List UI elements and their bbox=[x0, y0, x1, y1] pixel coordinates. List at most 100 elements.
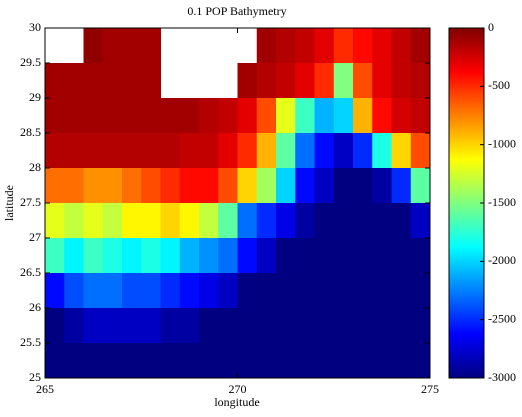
y-tick-label: 26.5 bbox=[20, 265, 41, 279]
heat-cell bbox=[83, 63, 104, 99]
heat-cell bbox=[314, 133, 335, 169]
heat-cell bbox=[353, 63, 373, 99]
colorbar-tick-label: -2000 bbox=[488, 253, 516, 267]
heat-cell bbox=[199, 273, 219, 309]
heat-cell bbox=[410, 343, 431, 379]
heat-cell bbox=[295, 203, 315, 239]
heat-cell bbox=[141, 238, 161, 274]
heat-cell bbox=[83, 203, 104, 239]
heat-cell bbox=[353, 168, 373, 204]
heat-cell bbox=[372, 168, 392, 204]
heat-cell bbox=[160, 343, 181, 379]
heat-cell bbox=[122, 28, 142, 64]
x-tick-label: 265 bbox=[36, 382, 54, 396]
heat-cell bbox=[141, 203, 161, 239]
heat-cell bbox=[64, 168, 84, 204]
heat-cell bbox=[333, 238, 354, 274]
heat-cell bbox=[372, 343, 392, 379]
heat-cell bbox=[160, 273, 181, 309]
y-tick-label: 28 bbox=[29, 160, 41, 174]
heat-cell bbox=[410, 63, 431, 99]
heat-cell bbox=[256, 63, 277, 99]
heat-cell bbox=[199, 133, 219, 169]
heat-cell bbox=[314, 28, 335, 64]
heat-cell bbox=[333, 343, 354, 379]
heat-cell bbox=[391, 63, 412, 99]
y-tick-label: 27.5 bbox=[20, 195, 41, 209]
y-tick-label: 28.5 bbox=[20, 125, 41, 139]
heat-cell bbox=[276, 308, 296, 344]
chart-title: 0.1 POP Bathymetry bbox=[187, 4, 286, 18]
heat-cell bbox=[295, 168, 315, 204]
heat-cell bbox=[372, 273, 392, 309]
heat-cell bbox=[218, 168, 238, 204]
heat-cell bbox=[102, 308, 123, 344]
heat-cell bbox=[295, 98, 315, 134]
heat-cell bbox=[218, 133, 238, 169]
heat-cell bbox=[45, 203, 65, 239]
heat-cell bbox=[102, 238, 123, 274]
heat-cell bbox=[276, 343, 296, 379]
heat-cell bbox=[256, 308, 277, 344]
heat-cell bbox=[353, 238, 373, 274]
heat-cell bbox=[45, 343, 65, 379]
heat-cell bbox=[333, 133, 354, 169]
y-tick-label: 25.5 bbox=[20, 335, 41, 349]
heat-cell bbox=[45, 98, 65, 134]
heat-cell bbox=[218, 343, 238, 379]
heat-cell bbox=[83, 168, 104, 204]
colorbar-tick-label: -1000 bbox=[488, 136, 516, 150]
heat-cell bbox=[45, 133, 65, 169]
heat-cell bbox=[353, 203, 373, 239]
heat-cell bbox=[102, 98, 123, 134]
heat-cell bbox=[353, 133, 373, 169]
heat-cell bbox=[295, 308, 315, 344]
heat-cell bbox=[276, 203, 296, 239]
heat-cell bbox=[391, 238, 412, 274]
heat-cell bbox=[45, 168, 65, 204]
heat-cell bbox=[333, 28, 354, 64]
heat-cell bbox=[256, 273, 277, 309]
heat-cell bbox=[218, 203, 238, 239]
heat-cell bbox=[276, 273, 296, 309]
heat-cell bbox=[256, 28, 277, 64]
heat-cell bbox=[218, 98, 238, 134]
heat-cell bbox=[237, 273, 258, 309]
heat-cell bbox=[372, 63, 392, 99]
heat-cell bbox=[160, 168, 181, 204]
heat-cell bbox=[237, 203, 258, 239]
heat-cell bbox=[179, 98, 200, 134]
heat-cell bbox=[256, 98, 277, 134]
heat-cell bbox=[333, 63, 354, 99]
colorbar-tick-label: -2500 bbox=[488, 311, 516, 325]
heat-cell bbox=[410, 203, 431, 239]
x-tick-label: 270 bbox=[229, 382, 247, 396]
heat-cell bbox=[45, 273, 65, 309]
y-tick-label: 27 bbox=[29, 230, 41, 244]
colorbar-tick-label: 0 bbox=[488, 20, 494, 34]
heat-cell bbox=[218, 308, 238, 344]
heat-cell bbox=[179, 343, 200, 379]
heat-cell bbox=[199, 98, 219, 134]
heat-cell bbox=[372, 133, 392, 169]
heat-cell bbox=[102, 63, 123, 99]
heat-cell bbox=[83, 238, 104, 274]
heat-cell bbox=[333, 203, 354, 239]
y-tick-label: 30 bbox=[29, 20, 41, 34]
heat-cell bbox=[64, 133, 84, 169]
heat-cell bbox=[314, 203, 335, 239]
heat-cell bbox=[64, 63, 84, 99]
heat-cell bbox=[333, 168, 354, 204]
heat-cell bbox=[141, 273, 161, 309]
heat-cell bbox=[353, 308, 373, 344]
heat-cell bbox=[122, 133, 142, 169]
heat-cell bbox=[83, 133, 104, 169]
heat-cell bbox=[83, 28, 104, 64]
heat-cell bbox=[391, 133, 412, 169]
heat-cell bbox=[314, 168, 335, 204]
heat-cell bbox=[122, 273, 142, 309]
heat-cell bbox=[353, 28, 373, 64]
heat-cell bbox=[372, 203, 392, 239]
heat-cell bbox=[314, 98, 335, 134]
